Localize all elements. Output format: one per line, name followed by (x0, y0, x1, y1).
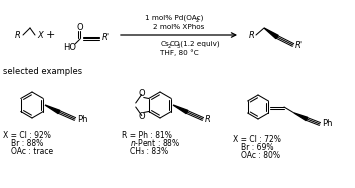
Text: O: O (138, 112, 145, 121)
Text: 3: 3 (177, 45, 180, 49)
Text: selected examples: selected examples (3, 67, 82, 77)
Text: Ph: Ph (322, 120, 333, 129)
Text: Br : 88%: Br : 88% (11, 139, 43, 148)
Text: $\mathit{n}$-Pent : 88%: $\mathit{n}$-Pent : 88% (130, 137, 181, 149)
Text: R = Ph : 81%: R = Ph : 81% (122, 130, 172, 139)
Text: X = Cl : 92%: X = Cl : 92% (3, 130, 51, 139)
Text: 2: 2 (168, 45, 171, 49)
Text: 2 mol% XPhos: 2 mol% XPhos (153, 24, 205, 30)
Text: R: R (205, 114, 211, 124)
Text: OAc : 80%: OAc : 80% (241, 152, 280, 161)
Polygon shape (294, 113, 308, 121)
Text: X: X (37, 30, 43, 39)
Text: THF, 80 °C: THF, 80 °C (160, 50, 198, 56)
Text: 1 mol% Pd(OAc): 1 mol% Pd(OAc) (145, 15, 203, 21)
Text: R': R' (102, 33, 110, 42)
Text: R: R (249, 30, 255, 39)
Polygon shape (264, 28, 278, 39)
Polygon shape (173, 105, 188, 114)
Text: CO: CO (170, 41, 181, 47)
Text: Br : 69%: Br : 69% (241, 143, 273, 152)
Text: X = Cl : 72%: X = Cl : 72% (233, 136, 281, 145)
Text: CH₃ : 83%: CH₃ : 83% (130, 146, 168, 155)
Text: R': R' (295, 42, 303, 51)
Text: 2: 2 (196, 18, 200, 24)
Text: O: O (138, 89, 145, 98)
Text: (1.2 equiv): (1.2 equiv) (178, 41, 220, 47)
Text: O: O (77, 23, 83, 32)
Text: HO: HO (64, 42, 76, 52)
Text: Ph: Ph (77, 114, 87, 124)
Text: R: R (15, 30, 21, 39)
Text: +: + (45, 30, 55, 40)
Polygon shape (45, 105, 60, 114)
Text: OAc : trace: OAc : trace (11, 146, 53, 155)
Text: Cs: Cs (161, 41, 170, 47)
